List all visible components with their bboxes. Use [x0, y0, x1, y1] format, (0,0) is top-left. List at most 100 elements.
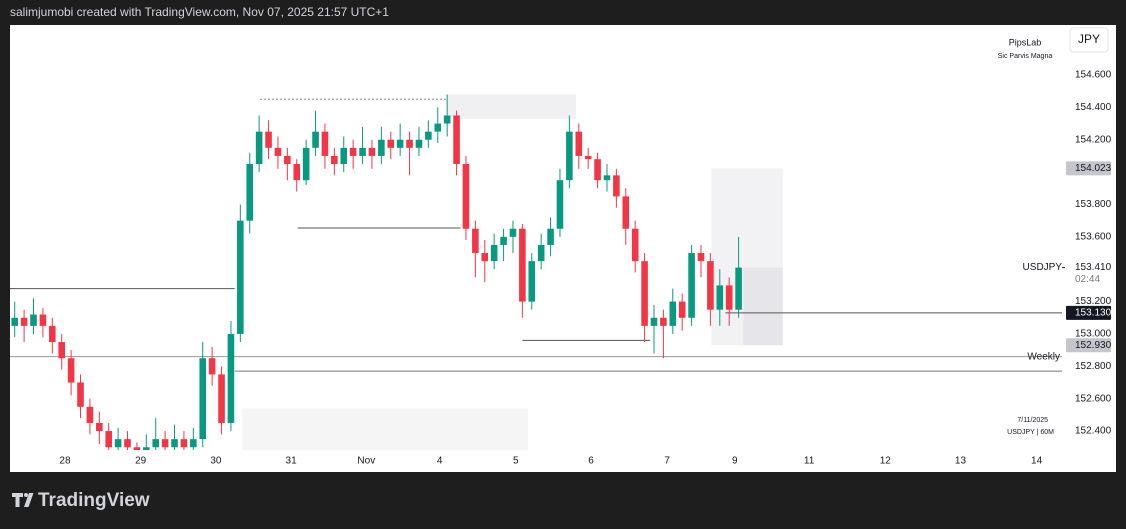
candle-body — [725, 285, 733, 310]
candle-body — [246, 164, 254, 221]
y-tick-label: 154.600 — [1075, 70, 1112, 81]
candle-body — [284, 155, 291, 165]
symbol-label: USDJPY — [1023, 262, 1063, 273]
candle-body — [20, 317, 28, 326]
candle-body — [171, 439, 178, 448]
currency[interactable]: JPY — [1078, 32, 1100, 46]
candle-body — [265, 131, 272, 148]
candle-body — [537, 244, 545, 262]
candle-body — [218, 374, 225, 423]
candle-body — [387, 139, 395, 148]
x-tick-label: 9 — [732, 456, 738, 467]
candle-body — [556, 180, 564, 229]
candle-body — [669, 301, 677, 326]
candle-body — [650, 317, 658, 326]
x-tick-label: 13 — [955, 456, 967, 467]
candle-body — [716, 285, 724, 310]
candle-body — [547, 228, 554, 245]
candle-body — [678, 301, 686, 318]
candle-body — [152, 439, 160, 448]
candle-body — [208, 358, 216, 375]
candle-body — [406, 139, 413, 148]
candle-body — [237, 220, 244, 334]
candle-body — [143, 447, 150, 450]
chart-area — [10, 25, 1116, 472]
y-tick-label: 153.800 — [1075, 199, 1112, 210]
candle-body — [472, 228, 479, 254]
candle-body — [312, 131, 319, 148]
candle-body — [453, 115, 460, 165]
candle-body — [124, 439, 131, 448]
header: salimjumobi created with TradingView.com… — [10, 5, 389, 19]
x-tick-label: Nov — [357, 456, 375, 467]
candle-body — [425, 131, 432, 140]
candle-body — [96, 422, 103, 432]
candle-body — [566, 131, 573, 181]
price-label: 153.130 — [1075, 308, 1112, 319]
candle-body — [481, 253, 489, 262]
candle-body — [190, 439, 197, 448]
zone-box — [743, 267, 783, 346]
x-tick-label: 7 — [664, 456, 670, 467]
footer-date: 7/11/2025 — [1017, 417, 1048, 424]
level-label: Weekly — [1027, 351, 1060, 362]
x-tick-label: 30 — [210, 456, 222, 467]
countdown: 02:44 — [1075, 274, 1100, 285]
candle-body — [707, 261, 714, 310]
candle-body — [331, 155, 338, 165]
y-tick-label: 154.200 — [1075, 134, 1112, 145]
x-tick-label: 28 — [59, 456, 71, 467]
candle-body — [67, 358, 75, 383]
watermark-title: PipsLab — [1009, 37, 1042, 47]
candle-body — [603, 175, 611, 181]
plot — [10, 94, 1062, 450]
candle-body — [274, 147, 282, 156]
candle-body — [500, 236, 507, 245]
candle-body — [227, 333, 235, 423]
candle-body — [255, 131, 263, 165]
candle-body — [368, 147, 376, 156]
candle-body — [199, 358, 207, 440]
candle-body — [735, 267, 742, 310]
candle-body — [49, 325, 56, 343]
price-label-bg — [1066, 338, 1111, 353]
candle-body — [688, 253, 695, 318]
x-tick-label: 31 — [286, 456, 298, 467]
candle-body — [86, 406, 94, 423]
candle-body — [11, 317, 18, 326]
candle-body — [378, 139, 385, 156]
candle-body — [697, 253, 705, 262]
candle-body — [58, 342, 65, 359]
x-tick-label: 4 — [437, 456, 443, 467]
watermark-subtitle: Sic Parvis Magna — [998, 53, 1053, 60]
candle-body — [622, 196, 630, 229]
candle-body — [359, 147, 366, 156]
price-label: 152.930 — [1075, 340, 1112, 351]
candle-body — [133, 447, 141, 450]
price-label-bg — [1066, 305, 1111, 320]
x-tick-label: 6 — [588, 456, 594, 467]
candle-body — [631, 228, 639, 262]
candle-body — [293, 164, 301, 181]
y-tick-label: 152.600 — [1075, 393, 1112, 404]
candle-body — [340, 147, 348, 165]
candle-body — [161, 439, 169, 448]
candle-body — [105, 431, 113, 448]
x-tick-label: 14 — [1031, 456, 1043, 467]
x-tick-label: 5 — [513, 456, 519, 467]
candle-body — [415, 139, 423, 148]
candle-body — [443, 115, 451, 124]
y-tick-label: 153.600 — [1075, 231, 1112, 242]
x-tick-label: 12 — [880, 456, 892, 467]
zone-box — [447, 94, 576, 119]
candle-body — [39, 314, 47, 326]
y-tick-label: 153.200 — [1075, 296, 1112, 307]
candle-body — [613, 175, 620, 197]
candle-body — [77, 382, 84, 407]
logo — [12, 493, 34, 507]
y-tick-label: 154.400 — [1075, 102, 1112, 113]
candle-body — [490, 244, 498, 262]
currency-button[interactable] — [1069, 27, 1109, 53]
candle-body — [396, 139, 404, 148]
